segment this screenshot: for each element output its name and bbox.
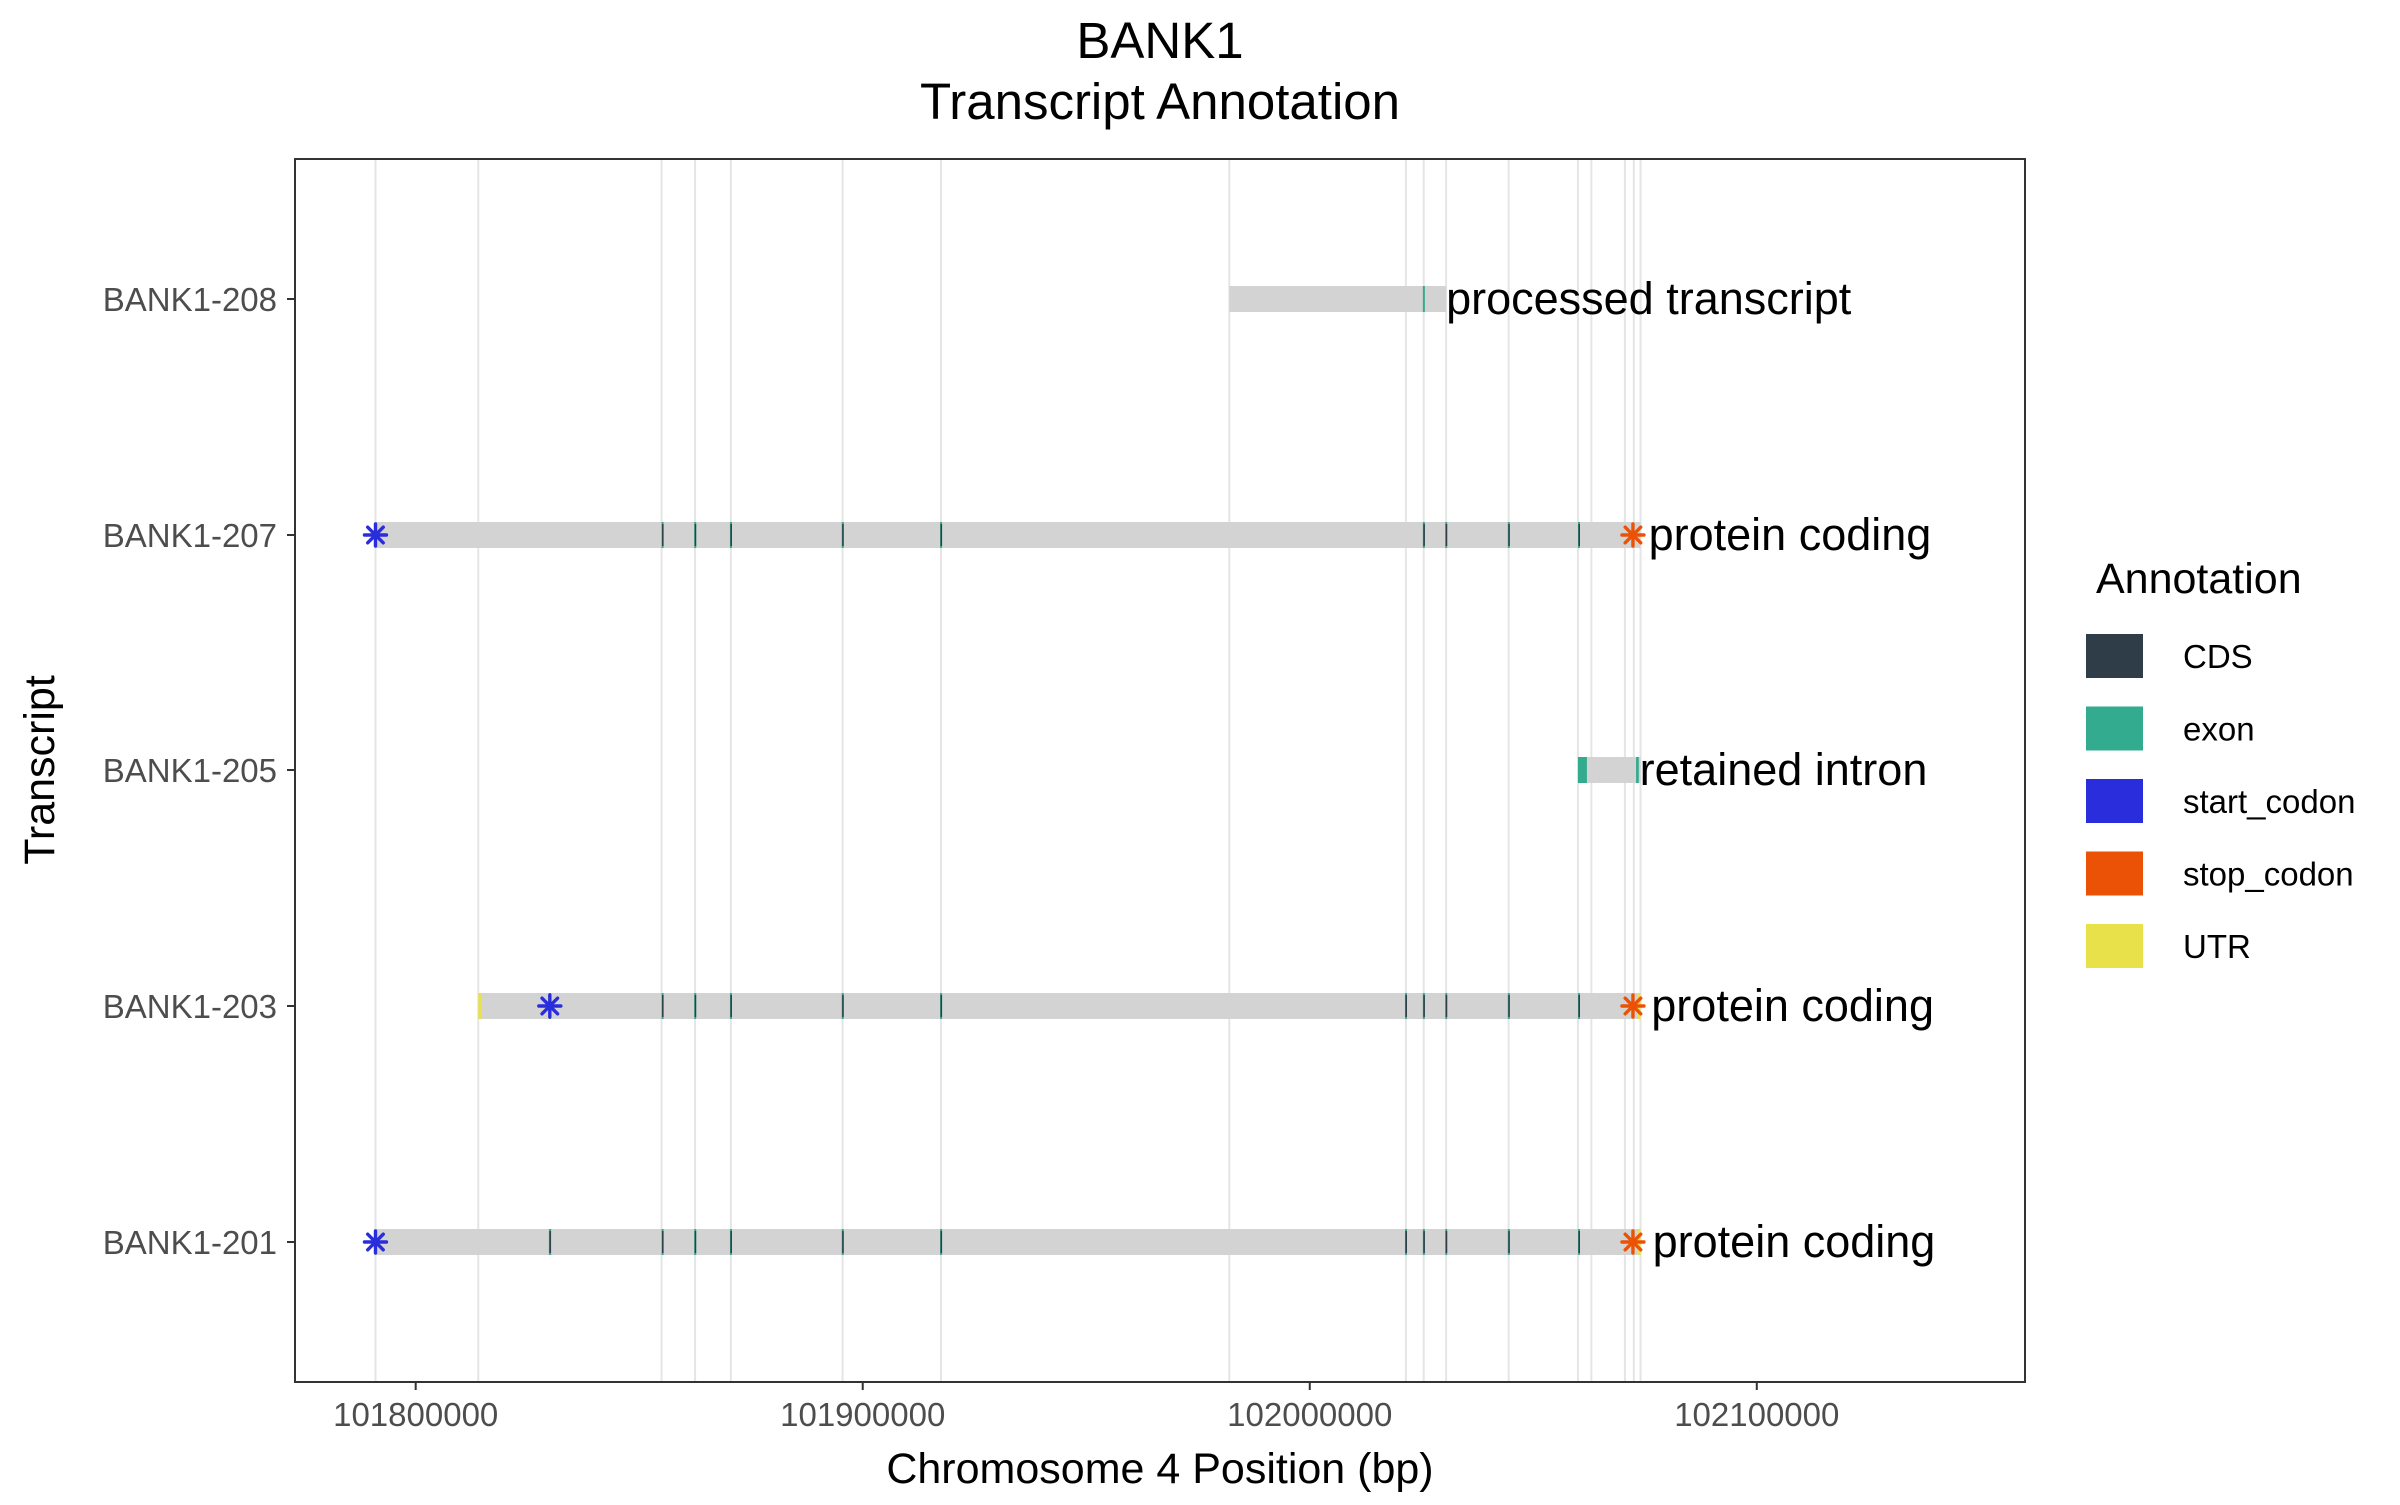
cds-mark	[1423, 995, 1425, 1017]
legend-item-cds: CDS	[2086, 634, 2253, 678]
cds-mark	[842, 524, 844, 546]
cds-mark	[730, 524, 732, 546]
transcript-bar	[375, 1229, 1641, 1255]
legend-label: exon	[2183, 711, 2255, 748]
legend-label: CDS	[2183, 638, 2253, 675]
transcript-bank1-205: retained intron	[1577, 744, 1928, 795]
cds-mark	[1508, 1231, 1510, 1253]
transcript-biotype-label: protein coding	[1653, 1216, 1936, 1267]
cds-mark	[940, 1231, 943, 1253]
cds-mark	[940, 995, 943, 1017]
cds-mark	[730, 1231, 732, 1253]
cds-mark	[1423, 1231, 1425, 1253]
legend-label: stop_codon	[2183, 856, 2354, 893]
legend-swatch	[2086, 851, 2143, 896]
cds-mark	[662, 524, 664, 546]
cds-mark	[694, 524, 697, 546]
legend-swatch	[2086, 706, 2143, 751]
cds-mark	[1445, 524, 1448, 546]
legend-label: start_codon	[2183, 783, 2355, 820]
transcript-bank1-201: protein coding	[362, 1216, 1936, 1267]
cds-mark	[1508, 995, 1510, 1017]
gridlines	[374, 159, 1642, 1382]
transcript-biotype-label: retained intron	[1640, 744, 1928, 795]
x-axis-title: Chromosome 4 Position (bp)	[886, 1445, 1433, 1493]
cds-mark	[1578, 995, 1580, 1017]
legend-item-stop-codon: stop_codon	[2086, 851, 2354, 896]
cds-mark	[1508, 524, 1510, 546]
y-axis: BANK1-208 BANK1-207 BANK1-205 BANK1-203 BANK…	[103, 281, 295, 1261]
transcript-bar	[375, 522, 1641, 548]
transcript-biotype-label: protein coding	[1651, 980, 1934, 1031]
legend-item-exon: exon	[2086, 706, 2255, 751]
cds-mark	[1405, 1231, 1407, 1253]
legend: Annotation CDS exon start_codon stop_codon U…	[2086, 555, 2355, 968]
transcript-biotype-label: processed transcript	[1446, 273, 1852, 324]
cds-mark	[1423, 524, 1425, 546]
y-tick-label: BANK1-205	[103, 752, 277, 789]
legend-item-start-codon: start_codon	[2086, 779, 2355, 823]
cds-mark	[662, 1231, 664, 1253]
cds-mark	[1445, 1231, 1448, 1253]
start-codon-marker	[537, 993, 563, 1019]
cds-mark	[1578, 1231, 1580, 1253]
y-tick-label: BANK1-208	[103, 281, 277, 318]
y-tick-label: BANK1-207	[103, 517, 277, 554]
exon-mark	[1422, 286, 1425, 312]
x-tick-label: 102100000	[1674, 1396, 1839, 1433]
cds-mark	[1578, 524, 1580, 546]
cds-mark	[694, 995, 697, 1017]
y-tick-label: BANK1-203	[103, 988, 277, 1025]
legend-title: Annotation	[2096, 555, 2302, 603]
start-codon-marker	[362, 522, 389, 548]
transcript-bar	[1577, 757, 1641, 783]
x-tick-label: 101800000	[333, 1396, 498, 1433]
transcript-tracks: processed transcript protein coding retain…	[362, 273, 1936, 1267]
exon-mark	[1577, 757, 1587, 783]
cds-mark	[1445, 995, 1448, 1017]
start-codon-marker	[362, 1229, 389, 1255]
chart-subtitle: Transcript Annotation	[920, 73, 1400, 130]
exon-mark	[1636, 757, 1639, 783]
legend-label: UTR	[2183, 928, 2251, 965]
x-axis: 101800000 101900000 102000000 102100000	[333, 1382, 1839, 1433]
cds-mark	[940, 524, 943, 546]
cds-mark	[730, 995, 732, 1017]
cds-mark	[842, 995, 844, 1017]
chart-title: BANK1	[1076, 12, 1243, 69]
x-tick-label: 101900000	[780, 1396, 945, 1433]
legend-swatch	[2086, 634, 2143, 678]
cds-mark	[842, 1231, 844, 1253]
utr-mark	[478, 993, 482, 1019]
cds-mark	[662, 995, 664, 1017]
legend-swatch	[2086, 779, 2143, 823]
y-axis-title: Transcript	[16, 675, 64, 865]
legend-swatch	[2086, 924, 2143, 968]
transcript-bank1-208: processed transcript	[1229, 273, 1852, 324]
cds-mark	[549, 1231, 551, 1253]
transcript-biotype-label: protein coding	[1649, 509, 1932, 560]
cds-mark	[694, 1231, 697, 1253]
transcript-bar	[1229, 286, 1447, 312]
stop-codon-marker	[1620, 993, 1646, 1019]
x-tick-label: 102000000	[1227, 1396, 1392, 1433]
stop-codon-marker	[1620, 522, 1646, 548]
cds-mark	[1405, 995, 1407, 1017]
y-tick-label: BANK1-201	[103, 1224, 277, 1261]
legend-item-utr: UTR	[2086, 924, 2251, 968]
transcript-bank1-203: protein coding	[478, 980, 1934, 1031]
stop-codon-marker	[1620, 1229, 1646, 1255]
transcript-bank1-207: protein coding	[362, 509, 1932, 560]
transcript-bar	[478, 993, 1641, 1019]
